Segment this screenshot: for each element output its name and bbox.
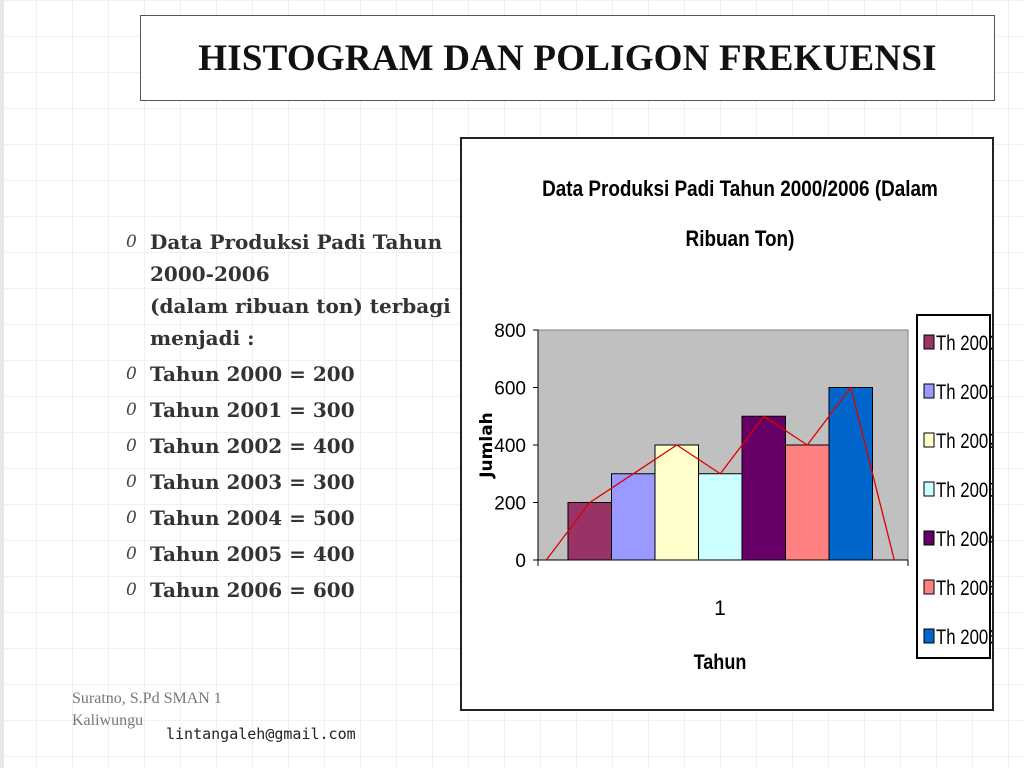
- legend-label: Th 2006: [936, 626, 992, 649]
- bullet-text: (dalam ribuan ton) terbagi: [150, 294, 451, 318]
- chart-frame: Data Produksi Padi Tahun 2000/2006 (Dala…: [460, 137, 994, 711]
- legend-swatch: [923, 432, 935, 448]
- y-axis-title: Jumlah: [477, 412, 497, 479]
- bullet-text: Tahun 2006 = 600: [150, 578, 355, 602]
- bullet-item: (dalam ribuan ton) terbagi: [126, 292, 466, 320]
- bar-th-2000: [567, 502, 612, 561]
- bar-th-2002: [654, 444, 699, 561]
- legend-label: Th 2001: [936, 381, 992, 404]
- x-category-label: 1: [714, 597, 726, 620]
- bullet-item: 0 Tahun 2003 = 300: [126, 468, 466, 496]
- y-tick-label: 0: [515, 551, 526, 572]
- slide-title: HISTOGRAM DAN POLIGON FREKUENSI: [198, 37, 937, 79]
- bullet-icon: 0: [126, 472, 137, 492]
- bullet-item: 0 Tahun 2001 = 300: [126, 396, 466, 424]
- legend-label: Th 2000: [936, 332, 992, 355]
- bullet-text: Tahun 2000 = 200: [150, 362, 355, 386]
- legend-label: Th 2003: [936, 479, 992, 502]
- chart-title-line-1: Data Produksi Padi Tahun 2000/2006 (Dala…: [542, 177, 938, 202]
- bullet-text: Tahun 2004 = 500: [150, 506, 355, 530]
- bullet-item: 0 Tahun 2002 = 400: [126, 432, 466, 460]
- bullet-item: 0 Tahun 2006 = 600: [126, 576, 466, 604]
- legend-swatch: [923, 383, 935, 399]
- bullet-icon: 0: [126, 436, 137, 456]
- bullet-icon: 0: [126, 580, 137, 600]
- bar-th-2006: [828, 387, 873, 561]
- slide-left-rule: [0, 0, 4, 768]
- legend-label: Th 2004: [936, 528, 992, 551]
- bar-th-2005: [785, 444, 830, 561]
- bullet-item: menjadi :: [126, 324, 466, 352]
- footer-line-1: Suratno, S.Pd SMAN 1: [72, 690, 222, 707]
- y-tick-label: 800: [494, 321, 526, 342]
- legend-swatch: [923, 481, 935, 497]
- x-axis-title: Tahun: [694, 651, 747, 675]
- y-tick-label: 200: [494, 494, 526, 515]
- footer-email: lintangaleh@gmail.com: [166, 725, 356, 743]
- legend-swatch: [923, 628, 935, 644]
- histogram-chart: Data Produksi Padi Tahun 2000/2006 (Dala…: [477, 177, 992, 675]
- bullet-icon: 0: [126, 364, 137, 384]
- bullet-icon: 0: [126, 232, 137, 252]
- bullet-text: 2000-2006: [150, 262, 270, 286]
- bullet-icon: 0: [126, 508, 137, 528]
- bullet-icon: 0: [126, 400, 137, 420]
- bullet-text: Tahun 2001 = 300: [150, 398, 355, 422]
- footer-author: Suratno, S.Pd SMAN 1 Kaliwungu: [72, 688, 292, 732]
- legend-swatch: [923, 334, 935, 350]
- bullet-text: Tahun 2002 = 400: [150, 434, 355, 458]
- legend-label: Th 2002: [936, 430, 992, 453]
- bullet-text: Tahun 2003 = 300: [150, 470, 355, 494]
- y-tick-label: 400: [494, 436, 526, 457]
- frequency-polygon: [545, 386, 895, 561]
- legend-swatch: [923, 530, 935, 546]
- y-tick-label: 600: [494, 379, 526, 400]
- bullet-text: Data Produksi Padi Tahun: [150, 230, 443, 254]
- legend-swatch: [923, 579, 935, 595]
- legend-label: Th 2005: [936, 577, 992, 600]
- bullet-text: Tahun 2005 = 400: [150, 542, 355, 566]
- bullet-item: 0 Tahun 2000 = 200: [126, 360, 466, 388]
- chart-title-line-2: Ribuan Ton): [686, 227, 795, 252]
- bullet-item: 0 Data Produksi Padi Tahun: [126, 228, 466, 256]
- bar-th-2003: [698, 473, 743, 561]
- bullet-item: 0 Tahun 2004 = 500: [126, 504, 466, 532]
- bullet-item: 0 Tahun 2005 = 400: [126, 540, 466, 568]
- title-box: HISTOGRAM DAN POLIGON FREKUENSI: [140, 15, 995, 101]
- bullet-list: 0 Data Produksi Padi Tahun 2000-2006 (dalam…: [126, 228, 466, 612]
- bullet-icon: 0: [126, 544, 137, 564]
- bar-th-2001: [611, 473, 656, 561]
- footer-line-2: Kaliwungu: [72, 712, 144, 729]
- bullet-item: 2000-2006: [126, 260, 466, 288]
- bullet-text: menjadi :: [150, 326, 255, 350]
- bar-th-2004: [741, 415, 786, 561]
